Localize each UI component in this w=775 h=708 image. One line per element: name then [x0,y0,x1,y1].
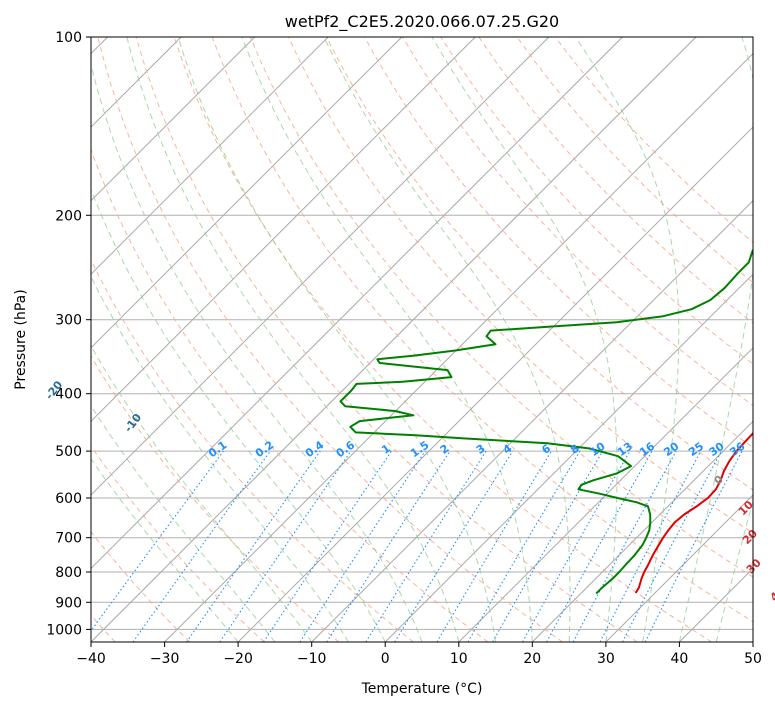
y-tick-label: 200 [55,208,82,224]
y-axis-label: Pressure (hPa) [13,289,29,389]
y-tick-label: 600 [55,491,82,507]
sounding-profiles [339,248,753,595]
skewed-isotherm [164,52,753,642]
mixing-ratio-line [132,450,271,642]
y-tick-label: 700 [55,531,82,547]
mixing-ratio-line [91,450,224,632]
mixing-ratio-line [219,450,352,642]
skewed-isotherm [531,420,753,642]
x-tick-label: 30 [597,651,615,667]
dry-adiabat [516,37,753,284]
dry-adiabat [287,37,753,534]
x-tick-label: 0 [381,651,390,667]
y-tick-label: 500 [55,444,82,460]
plot-background [91,37,753,642]
skewed-isotherm [384,273,753,642]
dry-adiabat [440,37,753,365]
mixing-ratio-line [186,450,321,642]
skewed-isotherm [91,37,256,202]
y-tick-label: 300 [55,313,82,329]
moist-adiabat [575,37,680,642]
moist-adiabat [431,37,618,642]
x-tick-label: 50 [744,651,762,667]
y-tick-label: 1000 [46,622,82,638]
x-tick-label: −10 [297,651,327,667]
moist-adiabat-label: 40 [768,584,775,604]
skewed-isotherm [605,494,753,642]
y-tick-label: 100 [55,30,82,46]
mixing-ratio-line [263,450,392,642]
skewed-isotherm [91,37,403,349]
skewed-isotherm [458,347,753,642]
dry-adiabat [97,37,563,642]
mixing-ratio-line [572,450,677,642]
moist-adiabat [91,275,349,642]
x-tick-label: −40 [76,651,106,667]
skewed-isotherm [91,37,550,496]
mixing-ratio-line [546,450,653,642]
moist-adiabat [177,37,497,642]
x-axis-label: Temperature (°C) [361,681,483,697]
y-tick-label: 900 [55,595,82,611]
dry-adiabat [91,531,191,642]
mixing-ratio-line [299,450,426,642]
skewed-isotherm [237,126,753,642]
x-tick-label: 20 [523,651,541,667]
skewed-isotherm [91,37,329,275]
background-lines [91,37,753,642]
x-tick-label: −30 [150,651,180,667]
moist-adiabat [678,37,753,642]
axis-ticks: −40 −30 −20 −10 0 10 20 30 40 50 100 200 300 400 500 60… [46,30,762,667]
y-tick-label: 800 [55,565,82,581]
moist-adiabat [91,404,276,642]
x-tick-label: 10 [450,651,468,667]
x-tick-label: 40 [670,651,688,667]
moist-adiabat [91,345,313,642]
dry-adiabat [91,258,414,642]
moist-adiabat [715,498,753,642]
moist-adiabat [323,37,571,642]
x-tick-label: −20 [223,651,253,667]
dry-adiabat [91,355,340,642]
mixing-ratio-line [644,450,743,642]
moist-adiabat [91,62,423,642]
plot-frame [90,36,754,643]
y-tick-label: 400 [55,387,82,403]
moist-adiabat [126,37,460,642]
dry-adiabat [402,37,753,407]
dry-adiabat [91,148,489,642]
mixing-ratio-line [394,450,514,642]
skewed-isotherm [91,37,623,570]
dry-adiabat [135,37,638,642]
moist-adiabat [241,37,533,642]
temperature-profile-line [634,431,753,594]
dewpoint-profile-line [339,248,753,595]
dry-adiabat [173,37,713,642]
skewed-isotherm [91,37,476,423]
chart-title: wetPf2_C2E5.2020.066.07.25.G20 [285,12,559,32]
moist-adiabat [91,188,386,642]
moist-adiabat [91,457,239,642]
mixing-ratio-line [326,450,451,642]
dry-adiabat [249,37,753,578]
dry-adiabat [91,445,265,642]
dry-adiabat [211,37,753,623]
